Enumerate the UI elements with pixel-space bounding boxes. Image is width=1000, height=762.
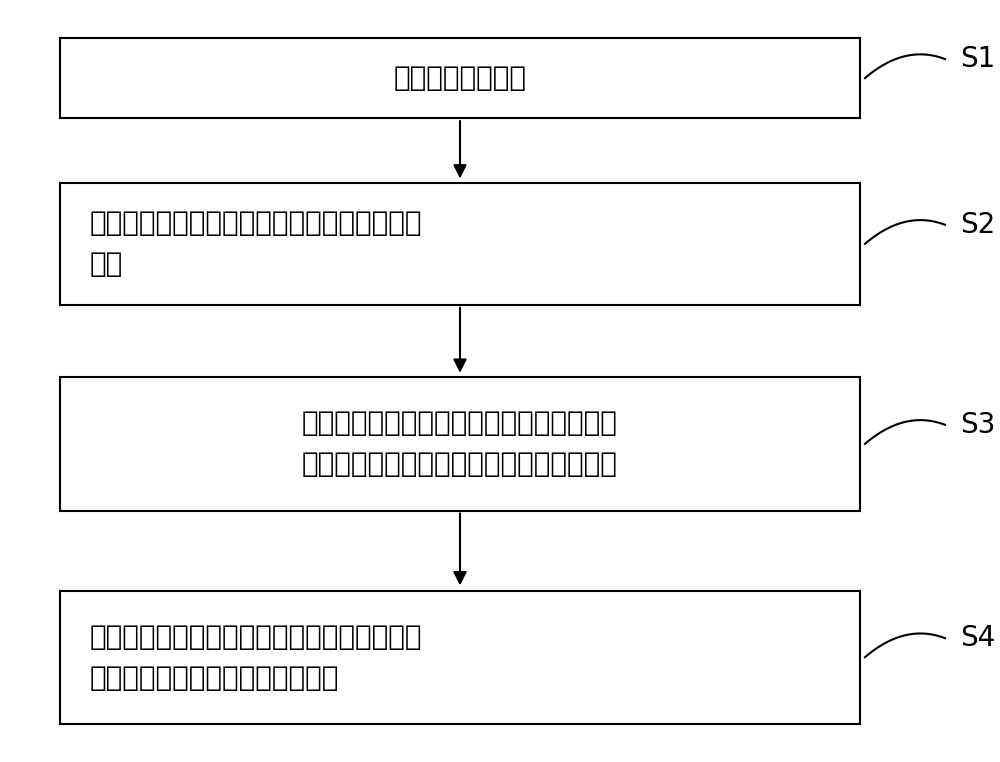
Text: S3: S3: [960, 411, 995, 439]
Bar: [60, 591, 860, 724]
Text: 对待测图像的宽度和高度进行缩小，且对待
测图像的通道数进行扩大，以获得特征图像: 对待测图像的宽度和高度进行缩小，且对待 测图像的通道数进行扩大，以获得特征图像: [302, 409, 618, 479]
Text: 实时获取待测图像: 实时获取待测图像: [394, 64, 526, 92]
Text: 根据特征图像，依据特征卷积神经网络，计算
分析获得特征图像的特征指纹信息: 根据特征图像，依据特征卷积神经网络，计算 分析获得特征图像的特征指纹信息: [90, 623, 422, 692]
Bar: [60, 377, 860, 511]
Text: S1: S1: [960, 45, 995, 73]
Text: S2: S2: [960, 211, 995, 239]
Bar: [60, 38, 860, 118]
Bar: [60, 183, 860, 305]
Text: 对待测图像进行限制对比度适应直方图均衡化
处理: 对待测图像进行限制对比度适应直方图均衡化 处理: [90, 210, 422, 278]
Text: S4: S4: [960, 624, 995, 652]
